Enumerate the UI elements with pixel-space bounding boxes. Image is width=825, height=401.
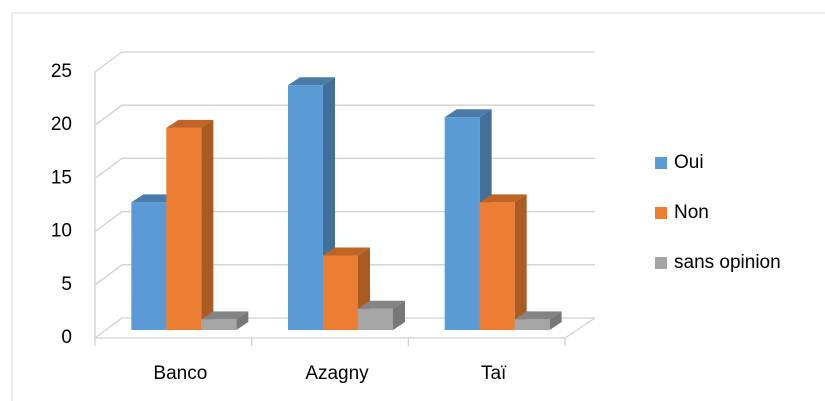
bar-top [166, 119, 214, 128]
bar-front [479, 202, 515, 330]
y-tick-label: 20 [51, 114, 72, 135]
bar [358, 300, 405, 330]
grid-line [94, 51, 595, 73]
grid-line [94, 104, 595, 126]
grid-line [94, 157, 595, 179]
bar-front [166, 127, 202, 330]
bar-front [201, 319, 237, 330]
bar-side [201, 119, 214, 330]
legend-label: Oui [674, 152, 704, 173]
bar-top [201, 311, 249, 320]
bar-side [393, 300, 405, 330]
bar-front [514, 319, 550, 330]
grid-line [94, 264, 595, 286]
y-tick-label: 15 [51, 167, 72, 188]
bar-front [444, 117, 480, 330]
bar-side [236, 311, 249, 330]
grid-line [94, 210, 595, 233]
bar-front [323, 255, 358, 330]
bar [201, 311, 249, 330]
legend-swatch [655, 207, 667, 219]
y-tick-label: 10 [51, 221, 72, 242]
legend-label: Non [674, 202, 709, 223]
bar-top [288, 77, 335, 86]
x-tick-label: Banco [153, 363, 207, 384]
bar [166, 119, 214, 330]
bar-top [323, 247, 370, 256]
grid-line [94, 317, 595, 339]
x-tick-label: Azagny [305, 363, 369, 384]
bar-front [131, 202, 167, 330]
bar [479, 194, 527, 330]
chart-frame [11, 12, 825, 401]
bar-top [514, 311, 562, 320]
y-tick-label: 0 [61, 327, 72, 348]
bar-top [444, 109, 492, 118]
y-tick-label: 25 [51, 61, 72, 82]
legend-label: sans opinion [674, 252, 781, 273]
legend-swatch [655, 257, 667, 269]
x-tick-label: Taï [481, 363, 507, 384]
bar-top [479, 194, 527, 203]
bar-side [549, 311, 562, 330]
y-tick-label: 5 [61, 274, 72, 295]
bar-side [514, 194, 527, 330]
bar-top [358, 300, 405, 309]
legend-swatch [655, 157, 667, 169]
bar-front [358, 308, 393, 330]
bar-front [288, 85, 323, 330]
bar [514, 311, 562, 330]
